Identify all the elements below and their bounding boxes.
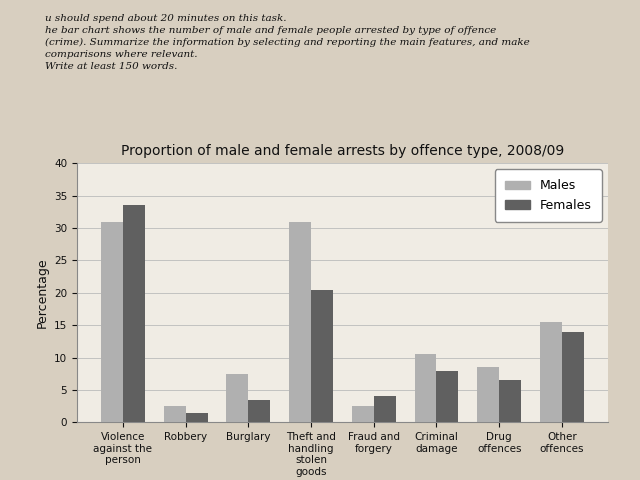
Bar bbox=[123, 205, 145, 422]
Title: Proportion of male and female arrests by offence type, 2008/09: Proportion of male and female arrests by… bbox=[121, 144, 564, 158]
Bar bbox=[562, 332, 584, 422]
Text: u should spend about 20 minutes on this task.
he bar chart shows the number of m: u should spend about 20 minutes on this … bbox=[45, 14, 529, 71]
Bar bbox=[248, 400, 270, 422]
Bar bbox=[164, 406, 186, 422]
Bar bbox=[540, 322, 562, 422]
Legend: Males, Females: Males, Females bbox=[495, 169, 602, 222]
Bar bbox=[477, 367, 499, 422]
Y-axis label: Percentage: Percentage bbox=[35, 257, 48, 328]
Bar bbox=[499, 380, 521, 422]
Bar bbox=[436, 371, 458, 422]
Bar bbox=[311, 289, 333, 422]
Bar bbox=[352, 406, 374, 422]
Bar bbox=[101, 222, 123, 422]
Bar bbox=[289, 222, 311, 422]
Bar bbox=[186, 413, 207, 422]
Bar bbox=[227, 374, 248, 422]
Bar bbox=[374, 396, 396, 422]
Bar bbox=[415, 354, 436, 422]
